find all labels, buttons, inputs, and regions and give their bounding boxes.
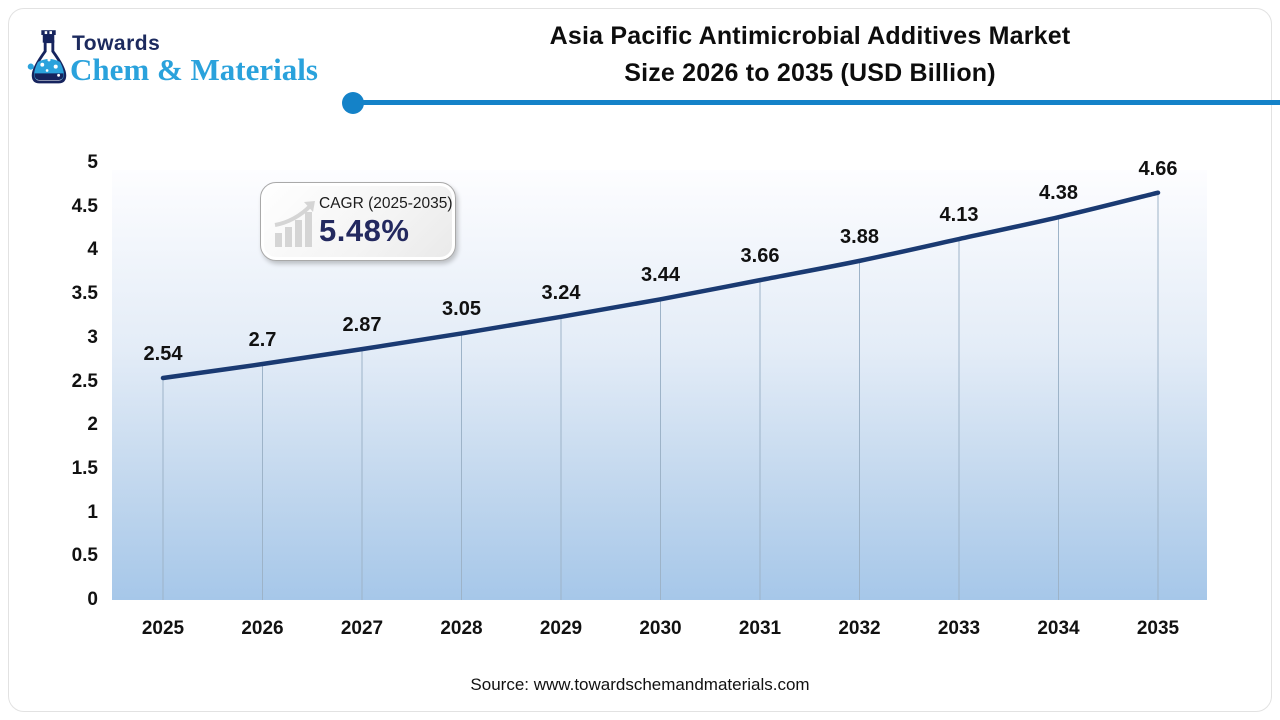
y-axis-tick-1: 1 <box>87 501 98 523</box>
x-axis-tick-2026: 2026 <box>241 618 284 639</box>
cagr-badge: CAGR (2025-2035) 5.48% <box>260 182 456 261</box>
data-label-2031: 3.66 <box>740 245 780 268</box>
source-text: Source: www.towardschemandmaterials.com <box>470 675 810 694</box>
x-axis-tick-2031: 2031 <box>738 618 782 639</box>
y-axis-tick-3: 3 <box>87 326 98 348</box>
header-divider-dot <box>342 92 364 114</box>
data-label-2035: 4.66 <box>1138 157 1178 180</box>
y-axis-tick-4: 4 <box>87 239 98 261</box>
y-axis-tick-4.5: 4.5 <box>71 195 98 217</box>
data-label-2025: 2.54 <box>143 343 183 365</box>
x-axis-tick-2035: 2035 <box>1136 618 1180 639</box>
x-axis-tick-2025: 2025 <box>141 618 185 639</box>
y-axis-tick-2: 2 <box>87 414 98 436</box>
y-axis-tick-0: 0 <box>87 589 98 610</box>
x-axis-tick-2028: 2028 <box>440 618 483 639</box>
flask-icon <box>27 30 67 84</box>
data-label-2030: 3.44 <box>641 264 680 287</box>
y-axis-tick-0.5: 0.5 <box>71 545 98 567</box>
x-axis-tick-2027: 2027 <box>340 618 384 639</box>
chart-title: Asia Pacific Antimicrobial Additives Mar… <box>440 18 1180 92</box>
x-axis-tick-2034: 2034 <box>1037 618 1080 639</box>
y-axis-tick-5: 5 <box>87 152 98 173</box>
chart-title-line1: Asia Pacific Antimicrobial Additives Mar… <box>549 22 1071 50</box>
cagr-label: CAGR (2025-2035) <box>319 195 453 212</box>
x-axis-tick-2032: 2032 <box>838 618 881 639</box>
y-axis-tick-2.5: 2.5 <box>71 370 98 392</box>
x-axis-tick-2029: 2029 <box>539 618 583 639</box>
data-label-2029: 3.24 <box>541 281 581 304</box>
data-label-2027: 2.87 <box>342 314 382 337</box>
brand-name-top: Towards <box>72 32 161 55</box>
chart-title-line2: Size 2026 to 2035 (USD Billion) <box>624 59 996 87</box>
y-axis-tick-3.5: 3.5 <box>71 283 98 305</box>
header-divider-line <box>353 100 1280 105</box>
data-label-2028: 3.05 <box>442 298 481 321</box>
data-label-2032: 3.88 <box>840 225 879 248</box>
growth-bars-icon <box>274 201 315 247</box>
data-label-2033: 4.13 <box>939 204 979 227</box>
y-axis-tick-1.5: 1.5 <box>71 457 98 479</box>
brand-name-bottom: Chem & Materials <box>70 52 318 87</box>
data-label-2026: 2.7 <box>248 329 277 352</box>
x-axis-tick-2033: 2033 <box>937 618 981 639</box>
brand-logo: Towards Chem & Materials <box>26 28 346 90</box>
x-axis-tick-2030: 2030 <box>639 618 682 639</box>
cagr-value: 5.48% <box>319 213 410 248</box>
data-label-2034: 4.38 <box>1039 182 1078 205</box>
